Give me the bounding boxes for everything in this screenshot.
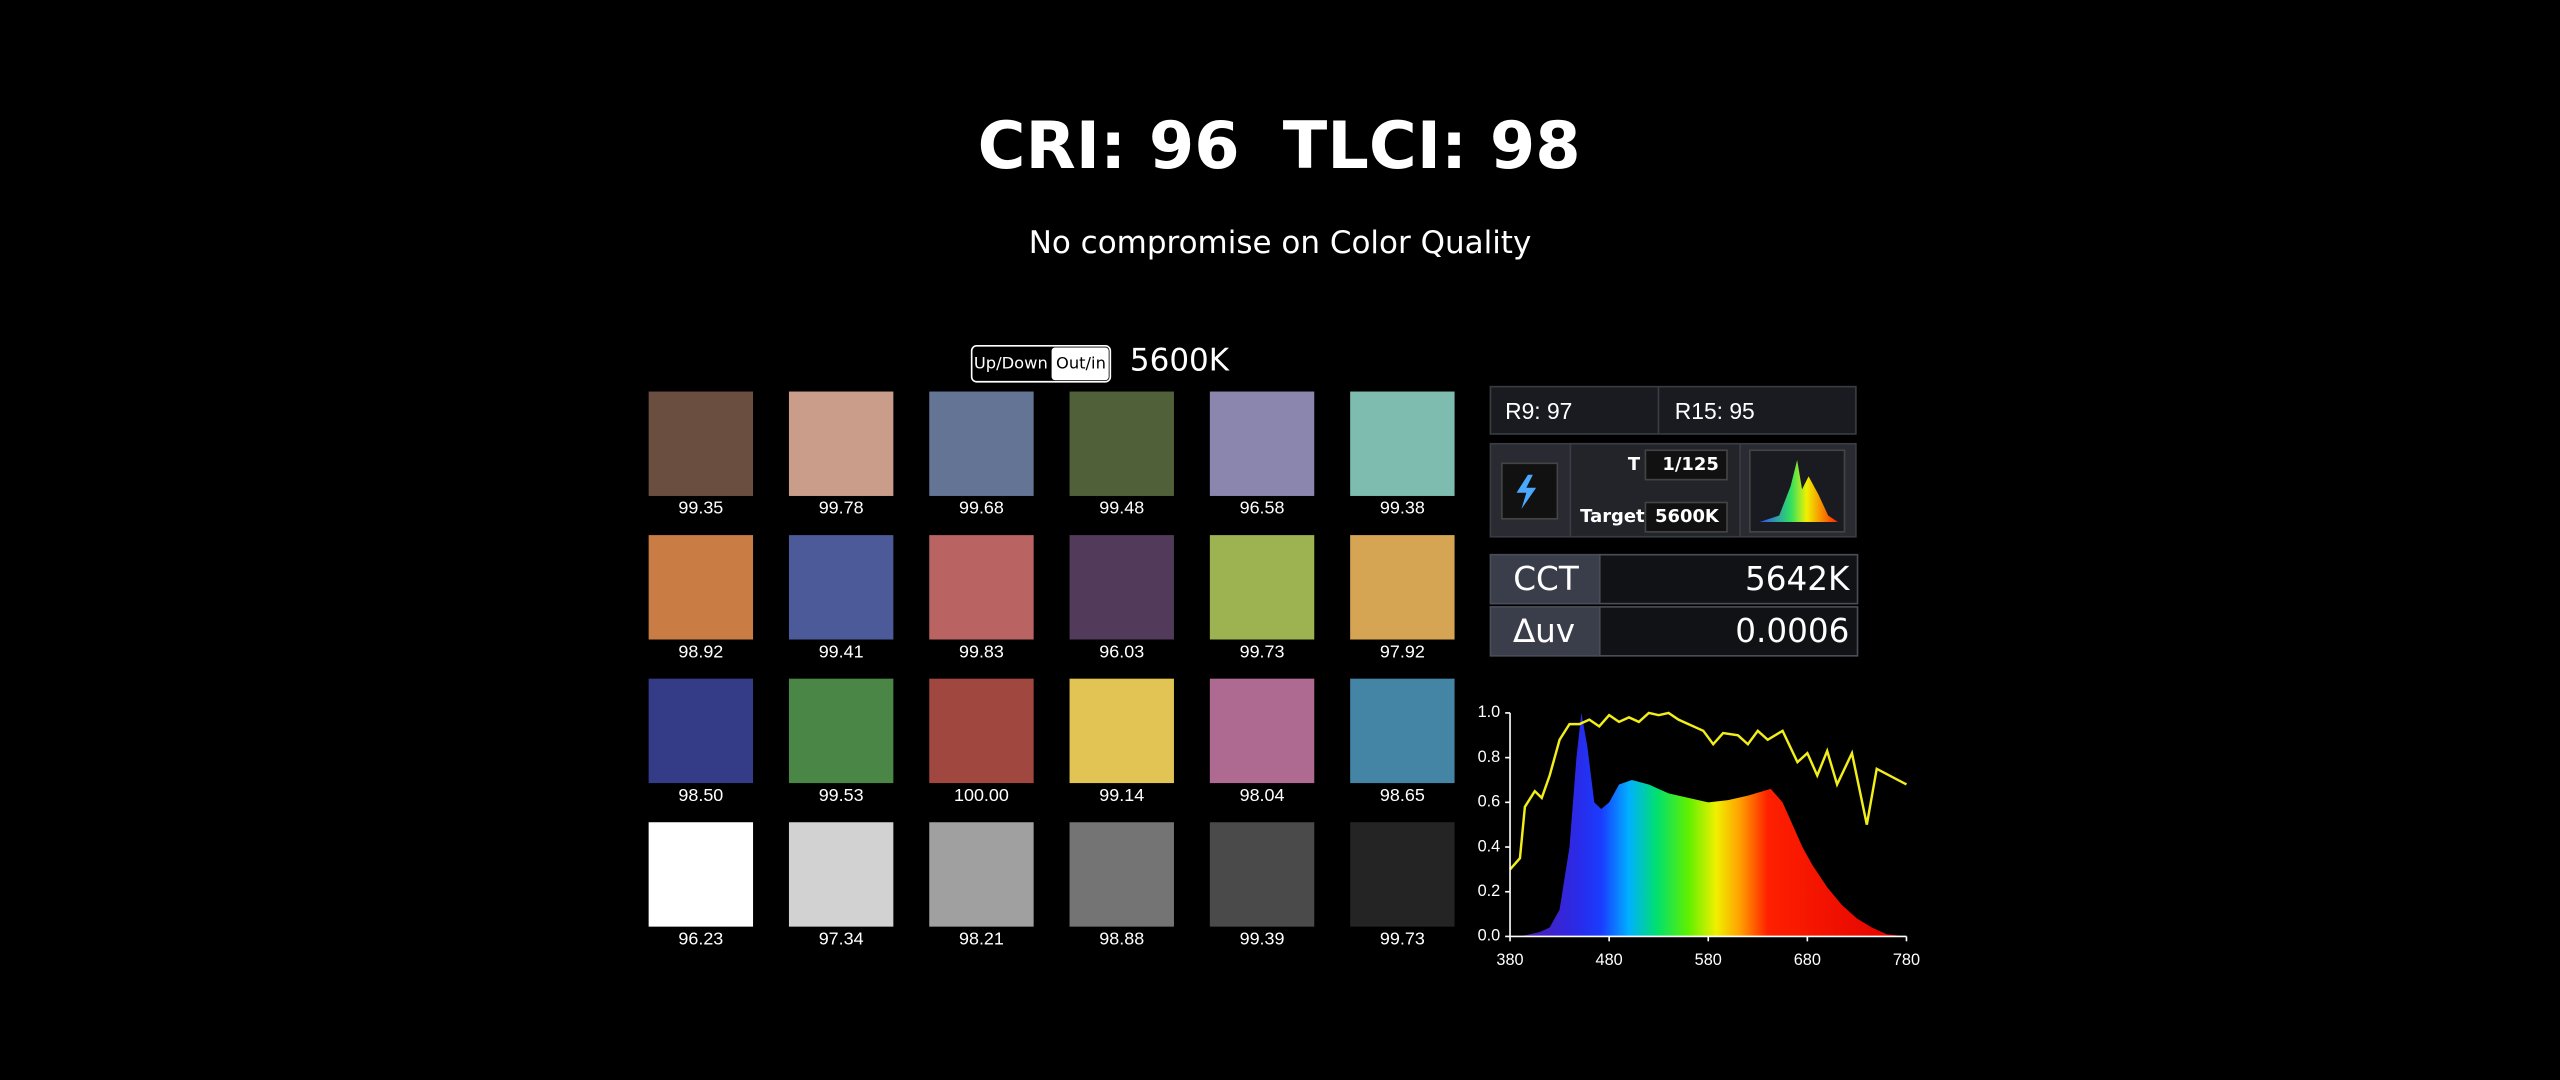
meter: R9: 97 R15: 95 T 1/125 Target 5600K CCT 5… — [1489, 385, 1859, 657]
x-tick-label: 580 — [1695, 951, 1722, 969]
swatch — [1209, 535, 1315, 640]
value-box — [1644, 501, 1728, 533]
swatch-value: 100.00 — [954, 785, 1009, 805]
value-box — [1644, 449, 1728, 481]
flash-icon — [1516, 474, 1537, 510]
swatch-value: 99.78 — [819, 498, 864, 518]
swatch — [648, 822, 754, 927]
panel — [1489, 385, 1857, 435]
cct-label: 5600K — [1130, 343, 1230, 379]
ratio-line — [1509, 711, 1908, 871]
swatch-value: 99.83 — [959, 641, 1004, 661]
toggle-option[interactable]: Out/in — [1056, 353, 1106, 372]
tlci-title: TLCI: 98 — [1283, 108, 1581, 184]
swatch — [1069, 535, 1174, 640]
y-tick-label: 0.6 — [1478, 793, 1501, 811]
y-tick-label: 1.0 — [1478, 703, 1501, 721]
spectrum-chart: 0.0 0.2 0.4 0.6 0.8 1.0 380 480 580 680 780 — [1478, 703, 1920, 969]
swatch-value: 98.21 — [959, 928, 1004, 948]
swatch-value: 96.23 — [678, 928, 723, 948]
r9: R9: 97 — [1505, 398, 1572, 424]
swatch-value: 98.88 — [1099, 928, 1144, 948]
toggle-option[interactable]: Up/Down — [974, 353, 1048, 372]
toggle-active — [1051, 347, 1109, 381]
swatch — [1069, 678, 1174, 784]
swatch — [648, 678, 754, 784]
spectrum-area — [1510, 712, 1907, 937]
swatch-value: 98.04 — [1240, 785, 1285, 805]
swatch — [929, 678, 1034, 784]
swatch-value: 99.53 — [819, 785, 864, 805]
swatch — [1069, 822, 1174, 927]
swatch — [1209, 678, 1315, 784]
x-tick-label: 680 — [1794, 951, 1821, 969]
target: 5600K — [1655, 506, 1720, 527]
cri-title: CRI: 96 — [978, 108, 1240, 184]
y-tick-label: 0.8 — [1478, 748, 1501, 766]
swatch — [1350, 822, 1455, 927]
swatch — [1069, 391, 1174, 496]
swatch-value: 99.73 — [1380, 928, 1425, 948]
swatch-value: 99.14 — [1099, 785, 1144, 805]
row-label: CCT — [1513, 560, 1580, 598]
r15: R15: 95 — [1675, 398, 1755, 424]
row-label-bg — [1489, 553, 1601, 605]
row-value: 0.0006 — [1735, 612, 1849, 650]
swatch — [1209, 822, 1315, 927]
swatch — [648, 391, 754, 496]
swatch — [788, 822, 894, 927]
shutter-label: T — [1628, 454, 1641, 475]
row-label: ∆uv — [1512, 612, 1575, 650]
swatch-value: 99.73 — [1240, 641, 1285, 661]
swatch-value: 96.03 — [1099, 641, 1144, 661]
thumb-curve — [1759, 460, 1838, 523]
swatch — [788, 391, 894, 496]
swatch — [929, 822, 1034, 927]
swatch-value: 96.58 — [1240, 498, 1285, 518]
target-label: Target — [1580, 506, 1645, 527]
swatch — [929, 535, 1034, 640]
swatch — [1209, 391, 1315, 496]
row-value-bg — [1598, 553, 1859, 605]
x-tick-label: 780 — [1893, 951, 1920, 969]
x-tick-label: 380 — [1496, 951, 1523, 969]
row-value-bg — [1598, 606, 1859, 657]
swatch-value: 99.38 — [1380, 498, 1425, 518]
x-tick-label: 480 — [1596, 951, 1623, 969]
swatch-value: 98.50 — [678, 785, 723, 805]
swatch — [788, 535, 894, 640]
swatch-value: 99.48 — [1099, 498, 1144, 518]
y-tick-label: 0.4 — [1478, 837, 1501, 855]
shutter: 1/125 — [1662, 454, 1718, 475]
subtitle: No compromise on Color Quality — [1029, 225, 1532, 261]
swatch-value: 99.39 — [1240, 928, 1285, 948]
swatch — [1350, 391, 1455, 496]
swatch — [788, 678, 894, 784]
swatch-value: 97.34 — [819, 928, 864, 948]
swatch — [1350, 535, 1455, 640]
swatch-value: 99.68 — [959, 498, 1004, 518]
swatch — [929, 391, 1034, 496]
swatch-value: 98.65 — [1380, 785, 1425, 805]
swatch-value: 98.92 — [678, 641, 723, 661]
swatch-value: 97.92 — [1380, 641, 1425, 661]
swatch — [1350, 678, 1455, 784]
row-label-bg — [1489, 606, 1601, 657]
y-tick-label: 0.0 — [1478, 927, 1501, 945]
swatch-value: 99.35 — [678, 498, 723, 518]
y-tick-label: 0.2 — [1478, 882, 1501, 900]
swatch — [648, 535, 754, 640]
row-value: 5642K — [1745, 560, 1851, 598]
swatch-value: 99.41 — [819, 641, 864, 661]
